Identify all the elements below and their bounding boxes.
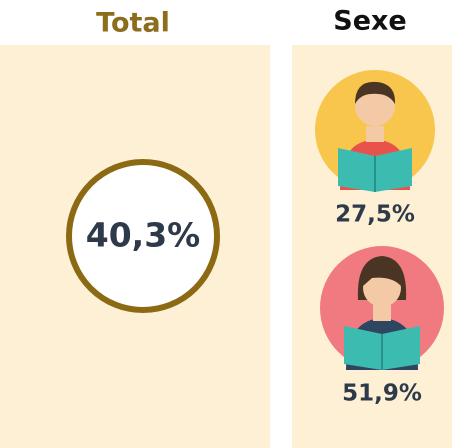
female-icon [320,246,444,370]
male-icon [315,70,435,192]
total-value: 40,3% [86,216,201,255]
total-ring [66,159,220,313]
male-value: 27,5% [335,202,415,228]
total-title: Total [96,8,170,39]
female-value: 51,9% [342,381,422,407]
sexe-title: Sexe [333,6,407,37]
